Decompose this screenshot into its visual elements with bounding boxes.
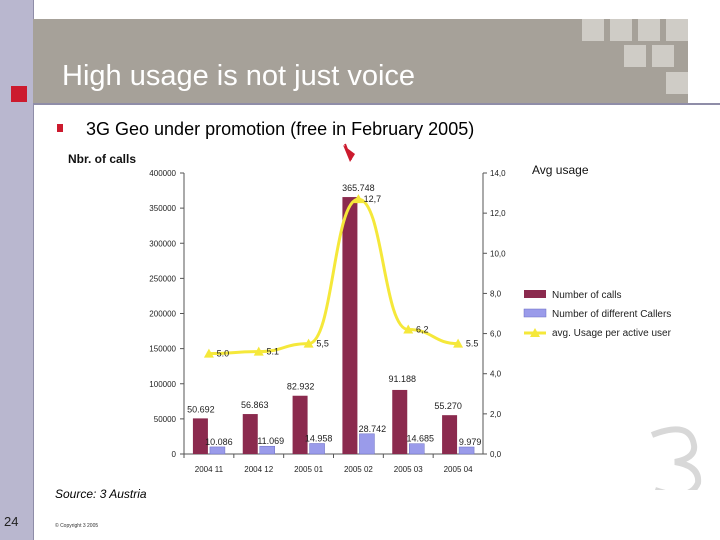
y-right-tick-label: 14,0 — [490, 169, 506, 178]
slide-title: High usage is not just voice — [62, 60, 416, 92]
source-note: Source: 3 Austria — [55, 487, 147, 501]
y-left-tick-label: 0 — [172, 450, 177, 459]
data-label-calls: 365.748 — [342, 183, 375, 193]
legend-marker-usage — [530, 328, 540, 337]
usage-point — [203, 348, 214, 358]
x-tick-label: 2005 04 — [444, 465, 473, 474]
data-label-callers: 9.979 — [459, 437, 482, 447]
data-label-usage: 12,7 — [364, 194, 382, 204]
bar-calls — [192, 418, 208, 454]
data-label-callers: 11.069 — [257, 436, 284, 446]
decor-square — [582, 19, 604, 41]
data-label-calls: 50.692 — [187, 404, 215, 414]
y-right-tick-label: 4,0 — [490, 370, 502, 379]
data-label-callers: 28.742 — [359, 424, 387, 434]
bar-callers — [409, 443, 425, 455]
decor-square — [638, 19, 660, 41]
page-number: 24 — [4, 514, 19, 529]
bar-callers — [309, 443, 325, 455]
title-banner — [33, 19, 688, 103]
bar-callers — [209, 446, 226, 455]
bar-callers — [458, 446, 475, 455]
bullet-icon — [57, 124, 63, 132]
bar-calls — [442, 415, 458, 454]
data-label-usage: 5.0 — [217, 349, 230, 359]
legend-label: Number of different Callers — [552, 309, 671, 320]
data-label-usage: 5.5 — [466, 339, 479, 349]
legend-label: Number of calls — [552, 290, 621, 301]
y-right-tick-label: 12,0 — [490, 209, 506, 218]
bar-calls — [292, 395, 308, 454]
y-left-tick-label: 250000 — [149, 274, 176, 283]
legend-label: avg. Usage per active user — [552, 328, 672, 339]
usage-point — [453, 338, 464, 348]
data-label-usage: 5.1 — [266, 347, 279, 357]
y-left-tick-label: 400000 — [149, 169, 176, 178]
header-divider — [33, 103, 720, 105]
y-left-tick-label: 350000 — [149, 204, 176, 213]
decor-square — [610, 19, 632, 41]
y-right-tick-label: 10,0 — [490, 249, 506, 258]
decor-square — [652, 45, 674, 67]
data-label-calls: 55.270 — [434, 401, 462, 411]
y-right-tick-label: 6,0 — [490, 330, 502, 339]
bullet-text: 3G Geo under promotion (free in February… — [86, 119, 475, 139]
decor-square — [666, 72, 688, 94]
x-tick-label: 2005 03 — [394, 465, 423, 474]
bar-callers — [359, 433, 375, 455]
usage-point — [303, 338, 314, 348]
y-left-tick-label: 150000 — [149, 345, 176, 354]
x-tick-label: 2004 12 — [244, 465, 273, 474]
decor-square — [624, 45, 646, 67]
usage-point — [403, 324, 414, 334]
chart: Nbr. of calls Avg usage 50.692 10.086 56.8… — [68, 143, 702, 490]
legend-swatch-callers — [523, 308, 547, 318]
x-tick-label: 2005 02 — [344, 465, 373, 474]
data-label-callers: 14.685 — [406, 434, 434, 444]
y-right-title: Avg usage — [532, 163, 589, 177]
three-logo-icon — [650, 426, 702, 490]
bar-callers — [259, 445, 275, 455]
data-label-callers: 14.958 — [305, 433, 333, 443]
x-tick-label: 2004 11 — [195, 465, 224, 474]
brand-red-square — [11, 86, 27, 102]
data-label-calls: 56.863 — [241, 400, 269, 410]
data-label-callers: 10.086 — [205, 437, 233, 447]
data-label-calls: 82.932 — [287, 382, 315, 392]
y-right-tick-label: 2,0 — [490, 410, 502, 419]
data-label-calls: 91.188 — [388, 374, 416, 384]
y-left-tick-label: 100000 — [149, 380, 176, 389]
decor-square — [666, 19, 688, 41]
usage-point — [353, 194, 364, 204]
y-right-tick-label: 0,0 — [490, 450, 502, 459]
y-left-tick-label: 300000 — [149, 239, 176, 248]
data-label-usage: 5,5 — [316, 339, 329, 349]
data-label-usage: 6,2 — [416, 325, 429, 335]
bar-calls — [342, 197, 358, 455]
x-tick-label: 2005 01 — [294, 465, 323, 474]
bar-calls — [242, 414, 258, 454]
y-right-tick-label: 8,0 — [490, 289, 502, 298]
bar-calls — [392, 389, 408, 454]
y-left-title: Nbr. of calls — [68, 152, 136, 166]
legend-swatch-calls — [524, 290, 546, 298]
highlight-arrow-shaft — [344, 143, 352, 161]
y-left-tick-label: 50000 — [154, 415, 177, 424]
copyright-text: © Copyright 3 2005 — [55, 523, 99, 529]
y-left-tick-label: 200000 — [149, 310, 176, 319]
usage-point — [253, 346, 264, 356]
